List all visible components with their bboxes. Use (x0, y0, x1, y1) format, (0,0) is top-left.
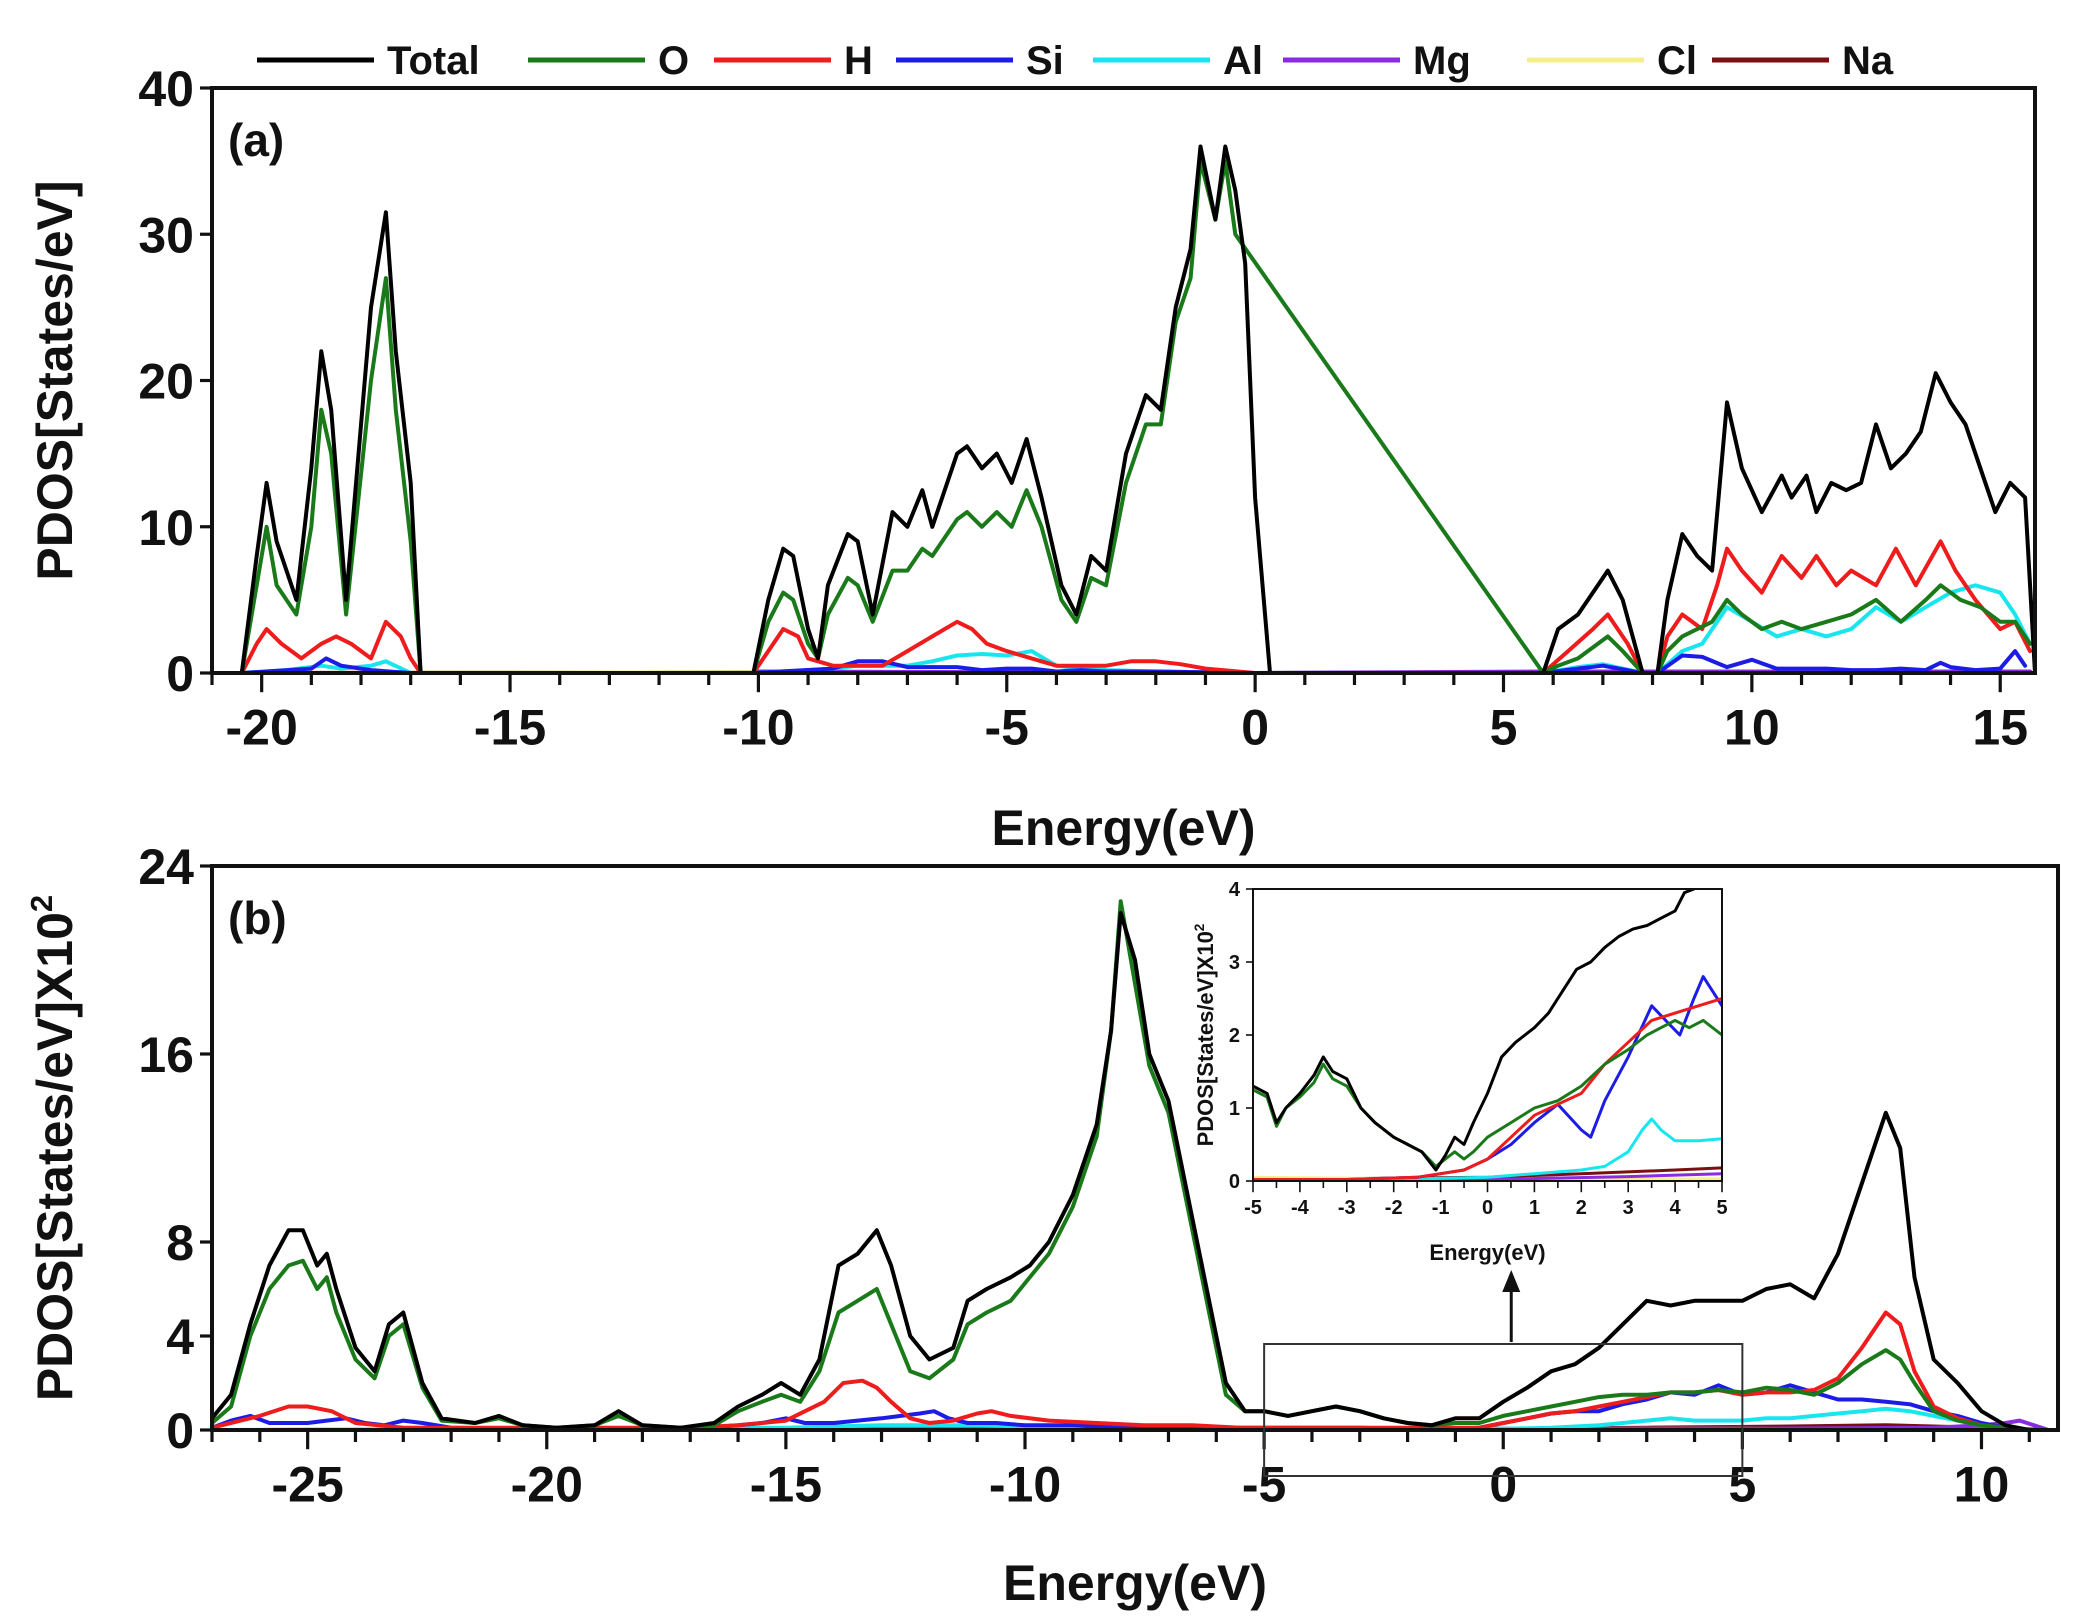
zoom-region-box (1263, 1343, 1744, 1477)
y-tick-label: 0 (1229, 1171, 1240, 1193)
x-tick-label: -5 (985, 700, 1029, 756)
legend-label-al: Al (1223, 39, 1263, 83)
series-b-h (212, 1310, 2051, 1430)
y-tick-label: 2 (1229, 1025, 1240, 1047)
legend: Total O H Si Al Mg Cl Na (257, 39, 1894, 83)
panel-label-a: (a) (228, 114, 284, 166)
zoom-arrow-head (1502, 1270, 1521, 1292)
series-inset-h (1253, 997, 1722, 1181)
legend-label-total: Total (387, 39, 480, 83)
y-axis-label-text: PDOS[States/eV]X10 (27, 912, 83, 1401)
y-tick-label: 8 (166, 1215, 194, 1271)
y-tick-label: 40 (138, 61, 194, 117)
x-tick-label: -5 (1244, 1197, 1262, 1219)
y-tick-label: 1 (1229, 1098, 1240, 1120)
x-axis-label: Energy(eV) (992, 800, 1256, 856)
series-group-inset (1253, 889, 1722, 1181)
series-b-si (212, 1383, 2051, 1430)
series-group-b (212, 899, 2051, 1430)
legend-label-cl: Cl (1657, 39, 1697, 83)
panel-inset: -5 -4 -3 -2 -1 0 1 2 3 4 5 0 1 2 3 4 Energy(eV) PDOS[Stat… (1192, 879, 1727, 1265)
legend-label-na: Na (1842, 39, 1894, 83)
x-tick-label: -20 (511, 1457, 583, 1513)
y-axis-label: PDOS[States/eV] (27, 180, 83, 580)
y-tick-label: 3 (1229, 952, 1240, 974)
x-tick-label: -1 (1432, 1197, 1450, 1219)
y-tick-label: 30 (138, 207, 194, 263)
series-inset-total (1253, 889, 1696, 1172)
y-tick-label: 24 (138, 839, 194, 895)
legend-label-o: O (658, 39, 689, 83)
x-tick-label: -2 (1385, 1197, 1403, 1219)
series-b-al (212, 1406, 2051, 1430)
x-tick-label: 4 (1670, 1197, 1682, 1219)
y-tick-label: 0 (166, 646, 194, 702)
x-tick-label: -20 (226, 700, 298, 756)
plot-frame-b (210, 864, 2060, 1432)
x-tick-label: 5 (1716, 1197, 1727, 1219)
x-tick-label: 0 (1241, 700, 1269, 756)
x-tick-label: -10 (989, 1457, 1061, 1513)
x-tick-label: -3 (1338, 1197, 1356, 1219)
series-b-o (212, 899, 2051, 1430)
legend-label-mg: Mg (1413, 39, 1471, 83)
series-inset-si (1253, 975, 1722, 1181)
y-tick-label: 0 (166, 1403, 194, 1459)
series-a-total (239, 144, 2035, 673)
y-axis-label: PDOS[States/eV]X102 (1192, 923, 1218, 1146)
y-tick-label: 20 (138, 354, 194, 410)
y-tick-label: 10 (138, 500, 194, 556)
x-tick-label: 3 (1623, 1197, 1634, 1219)
series-a-o (239, 159, 2032, 673)
y-axis-label-superscript: 2 (1192, 923, 1207, 931)
inset-annotation (1263, 1270, 1744, 1477)
x-tick-label: 1 (1529, 1197, 1540, 1219)
series-group-a (239, 144, 2035, 673)
y-axis-label-text: PDOS[States/eV]X10 (1193, 931, 1218, 1146)
x-tick-label: -10 (722, 700, 794, 756)
y-axis-label: PDOS[States/eV]X102 (24, 895, 83, 1401)
series-a-h (239, 539, 2032, 673)
y-tick-label: 4 (1229, 879, 1241, 901)
x-tick-label: 0 (1482, 1197, 1493, 1219)
series-inset-al (1253, 1117, 1722, 1181)
x-tick-label: -15 (474, 700, 546, 756)
series-inset-o (1253, 1018, 1722, 1168)
x-tick-label: 10 (1724, 700, 1780, 756)
y-tick-label: 4 (166, 1309, 194, 1365)
y-tick-label: 16 (138, 1027, 194, 1083)
panel-b: -25 -20 -15 -10 -5 0 5 100481624Energy(eV)PDOS[… (24, 839, 2060, 1611)
panel-label-b: (b) (228, 892, 287, 944)
x-tick-label: 15 (1972, 700, 2028, 756)
x-axis-label: Energy(eV) (1003, 1555, 1267, 1611)
x-tick-label: 2 (1576, 1197, 1587, 1219)
y-axis-label-text: PDOS[States/eV] (27, 180, 83, 580)
legend-label-si: Si (1026, 39, 1064, 83)
x-axis-label: Energy(eV) (1429, 1240, 1545, 1265)
y-axis-label-superscript: 2 (24, 895, 59, 912)
x-tick-label: 5 (1490, 700, 1518, 756)
x-tick-label: 10 (1954, 1457, 2010, 1513)
plot-frame-a (210, 86, 2037, 675)
x-tick-label: 0 (1489, 1457, 1517, 1513)
legend-label-h: H (844, 39, 873, 83)
x-tick-label: -25 (272, 1457, 344, 1513)
x-tick-label: -15 (750, 1457, 822, 1513)
panel-a: -20 -15 -10 -5 0 5 10 15 0 10 20 30 40 Energy(eV) PDOS… (27, 61, 2037, 856)
x-tick-label: -4 (1291, 1197, 1310, 1219)
series-b-total (212, 911, 2051, 1430)
